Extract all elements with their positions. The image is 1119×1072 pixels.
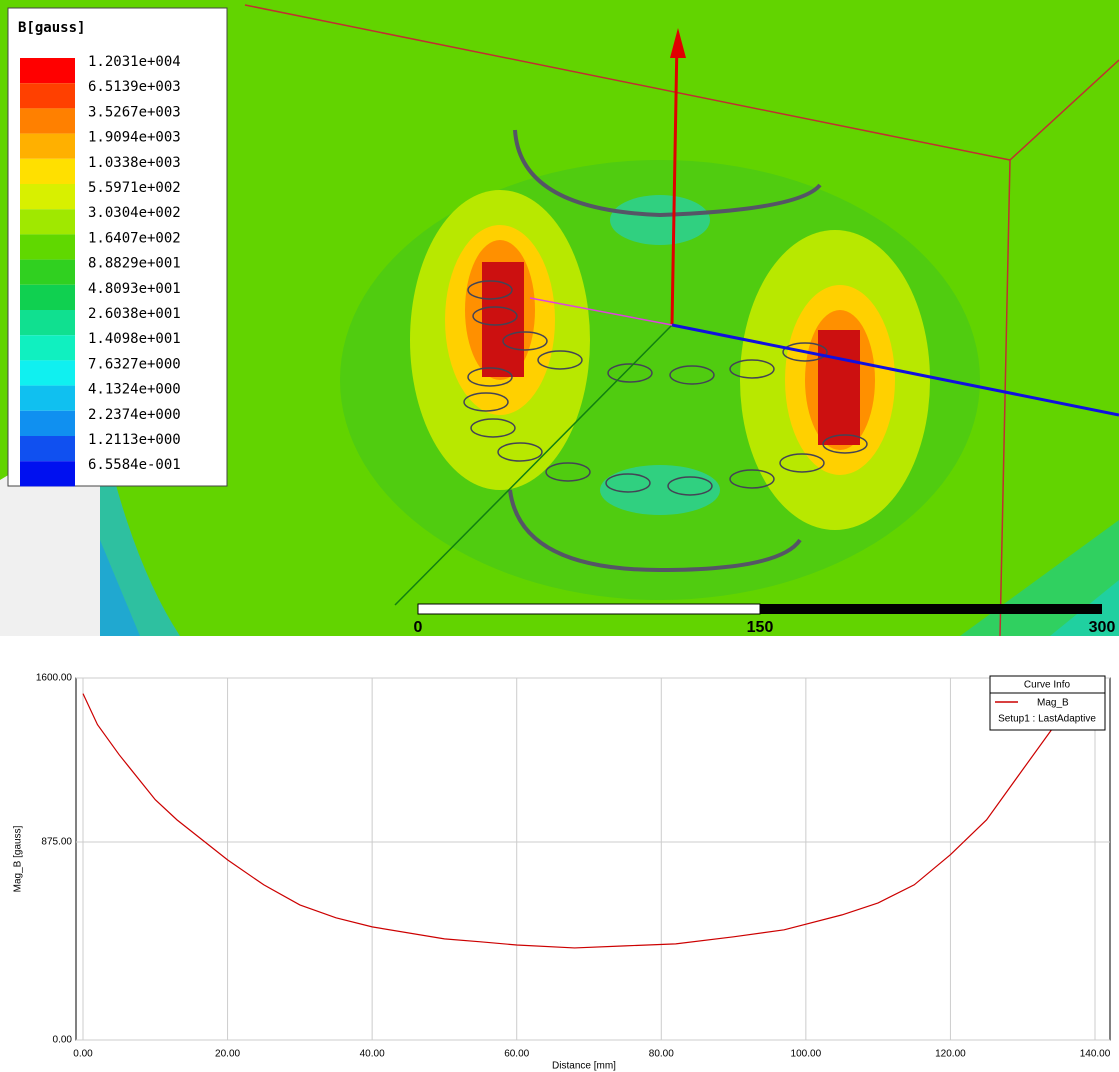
- legend-swatch: [20, 285, 75, 310]
- legend-label: 6.5139e+003: [88, 79, 181, 95]
- legend-swatch: [20, 134, 75, 159]
- x-tick-label: 40.00: [360, 1049, 385, 1060]
- y-axis-label: Mag_B [gauss]: [13, 825, 24, 892]
- legend-swatch: [20, 335, 75, 360]
- x-tick-label: 140.00: [1080, 1049, 1111, 1060]
- scale-label: 0: [414, 619, 423, 636]
- legend-label: 6.5584e-001: [88, 457, 181, 473]
- legend-swatch: [20, 159, 75, 184]
- plot-area: [76, 678, 1110, 1040]
- x-tick-label: 60.00: [504, 1049, 529, 1060]
- legend-label: 1.2031e+004: [88, 54, 181, 70]
- y-tick-label: 0.00: [53, 1035, 73, 1046]
- y-tick-label: 875.00: [41, 837, 72, 848]
- scale-label: 150: [747, 619, 774, 636]
- legend-swatch: [20, 108, 75, 133]
- legend-label: 5.5971e+002: [88, 180, 181, 196]
- legend-label: 1.9094e+003: [88, 130, 181, 146]
- x-tick-label: 100.00: [791, 1049, 822, 1060]
- legend-label: 4.8093e+001: [88, 281, 181, 297]
- x-tick-label: 20.00: [215, 1049, 240, 1060]
- legend-swatch: [20, 234, 75, 259]
- legend-swatch: [20, 360, 75, 385]
- legend-swatch: [20, 209, 75, 234]
- legend-label: 2.6038e+001: [88, 306, 181, 322]
- legend-swatch: [20, 386, 75, 411]
- scale-label: 300: [1089, 619, 1116, 636]
- y-tick-label: 1600.00: [36, 673, 73, 684]
- legend-swatch: [20, 461, 75, 486]
- legend-swatch: [20, 310, 75, 335]
- legend-title: B[gauss]: [18, 20, 85, 36]
- legend-label: 8.8829e+001: [88, 256, 181, 272]
- x-axis-label: Distance [mm]: [552, 1061, 616, 1072]
- x-tick-label: 0.00: [73, 1049, 93, 1060]
- legend-label: 1.2113e+000: [88, 432, 181, 448]
- curve-info-title: Curve Info: [1024, 680, 1071, 691]
- legend-label: 4.1324e+000: [88, 382, 181, 398]
- legend-label: 1.6407e+002: [88, 230, 181, 246]
- legend-subtitle: Setup1 : LastAdaptive: [998, 714, 1096, 725]
- legend-swatch: [20, 436, 75, 461]
- legend-swatch: [20, 411, 75, 436]
- page: B[gauss] 1.2031e+004 6.5139e+003 3.5267e+0…: [0, 0, 1119, 1072]
- legend-label: 1.4098e+001: [88, 331, 181, 347]
- legend-entry: Mag_B: [1037, 698, 1069, 709]
- legend-swatch: [20, 83, 75, 108]
- legend-swatch: [20, 58, 75, 83]
- x-tick-label: 120.00: [935, 1049, 966, 1060]
- legend-label: 1.0338e+003: [88, 155, 181, 171]
- screen: B[gauss] 1.2031e+004 6.5139e+003 3.5267e+0…: [0, 0, 1119, 1072]
- legend-label: 3.5267e+003: [88, 104, 181, 120]
- legend-label: 3.0304e+002: [88, 205, 181, 221]
- legend-label: 7.6327e+000: [88, 356, 181, 372]
- legend-swatch: [20, 260, 75, 285]
- scale-bar-white: [418, 604, 760, 614]
- x-tick-label: 80.00: [649, 1049, 674, 1060]
- legend-label: 2.2374e+000: [88, 407, 181, 423]
- scale-bar-black: [760, 604, 1102, 614]
- legend-swatch: [20, 184, 75, 209]
